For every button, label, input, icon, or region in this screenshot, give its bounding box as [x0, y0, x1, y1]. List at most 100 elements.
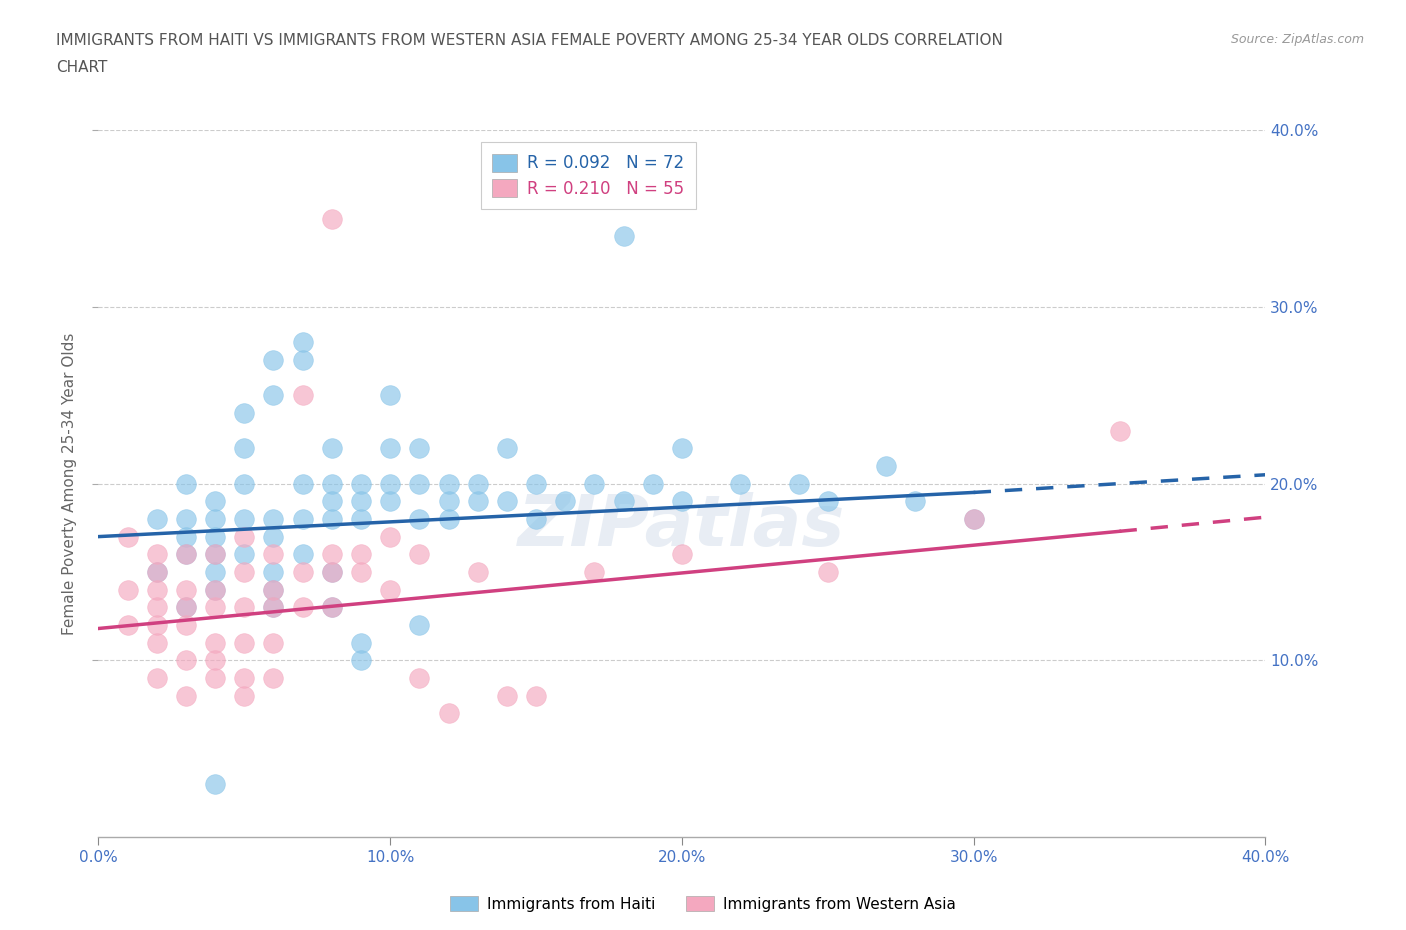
Point	[524, 476, 547, 491]
Point	[291, 547, 314, 562]
Point	[524, 512, 547, 526]
Point	[262, 582, 284, 597]
Point	[787, 476, 810, 491]
Point	[174, 529, 197, 544]
Point	[262, 635, 284, 650]
Point	[350, 476, 373, 491]
Legend: R = 0.092   N = 72, R = 0.210   N = 55: R = 0.092 N = 72, R = 0.210 N = 55	[481, 142, 696, 209]
Point	[233, 565, 256, 579]
Point	[262, 582, 284, 597]
Point	[321, 476, 343, 491]
Point	[174, 653, 197, 668]
Point	[962, 512, 984, 526]
Point	[321, 512, 343, 526]
Point	[233, 600, 256, 615]
Point	[671, 494, 693, 509]
Point	[262, 388, 284, 403]
Point	[321, 547, 343, 562]
Point	[437, 706, 460, 721]
Point	[495, 688, 517, 703]
Point	[350, 547, 373, 562]
Point	[117, 618, 139, 632]
Point	[291, 335, 314, 350]
Point	[262, 565, 284, 579]
Point	[146, 671, 169, 685]
Point	[321, 494, 343, 509]
Point	[204, 512, 226, 526]
Point	[904, 494, 927, 509]
Point	[437, 512, 460, 526]
Point	[174, 547, 197, 562]
Point	[262, 352, 284, 367]
Point	[204, 671, 226, 685]
Point	[291, 565, 314, 579]
Point	[117, 529, 139, 544]
Point	[146, 565, 169, 579]
Point	[378, 529, 402, 544]
Point	[233, 529, 256, 544]
Point	[291, 476, 314, 491]
Point	[495, 441, 517, 456]
Point	[174, 618, 197, 632]
Point	[146, 512, 169, 526]
Point	[641, 476, 664, 491]
Point	[146, 600, 169, 615]
Point	[437, 494, 460, 509]
Point	[321, 441, 343, 456]
Point	[350, 635, 373, 650]
Point	[350, 565, 373, 579]
Y-axis label: Female Poverty Among 25-34 Year Olds: Female Poverty Among 25-34 Year Olds	[62, 332, 77, 635]
Point	[233, 512, 256, 526]
Point	[817, 494, 839, 509]
Point	[262, 512, 284, 526]
Point	[378, 476, 402, 491]
Text: ZIPatlas: ZIPatlas	[519, 492, 845, 561]
Point	[350, 494, 373, 509]
Point	[291, 600, 314, 615]
Point	[174, 547, 197, 562]
Point	[146, 565, 169, 579]
Point	[583, 476, 606, 491]
Point	[174, 512, 197, 526]
Point	[408, 512, 430, 526]
Text: IMMIGRANTS FROM HAITI VS IMMIGRANTS FROM WESTERN ASIA FEMALE POVERTY AMONG 25-34: IMMIGRANTS FROM HAITI VS IMMIGRANTS FROM…	[56, 33, 1002, 47]
Point	[262, 529, 284, 544]
Point	[817, 565, 839, 579]
Point	[408, 441, 430, 456]
Point	[262, 600, 284, 615]
Point	[524, 688, 547, 703]
Point	[291, 388, 314, 403]
Point	[378, 441, 402, 456]
Point	[262, 671, 284, 685]
Point	[291, 352, 314, 367]
Point	[875, 458, 897, 473]
Point	[671, 441, 693, 456]
Point	[467, 565, 489, 579]
Point	[321, 211, 343, 226]
Point	[612, 494, 634, 509]
Point	[350, 653, 373, 668]
Point	[467, 476, 489, 491]
Point	[204, 565, 226, 579]
Legend: Immigrants from Haiti, Immigrants from Western Asia: Immigrants from Haiti, Immigrants from W…	[444, 889, 962, 918]
Point	[204, 529, 226, 544]
Point	[437, 476, 460, 491]
Point	[408, 618, 430, 632]
Text: Source: ZipAtlas.com: Source: ZipAtlas.com	[1230, 33, 1364, 46]
Point	[174, 476, 197, 491]
Point	[204, 547, 226, 562]
Point	[204, 653, 226, 668]
Point	[321, 565, 343, 579]
Point	[204, 582, 226, 597]
Point	[583, 565, 606, 579]
Point	[146, 635, 169, 650]
Point	[408, 671, 430, 685]
Point	[408, 547, 430, 562]
Point	[174, 600, 197, 615]
Point	[204, 547, 226, 562]
Point	[408, 476, 430, 491]
Point	[495, 494, 517, 509]
Point	[174, 582, 197, 597]
Point	[233, 635, 256, 650]
Text: CHART: CHART	[56, 60, 108, 75]
